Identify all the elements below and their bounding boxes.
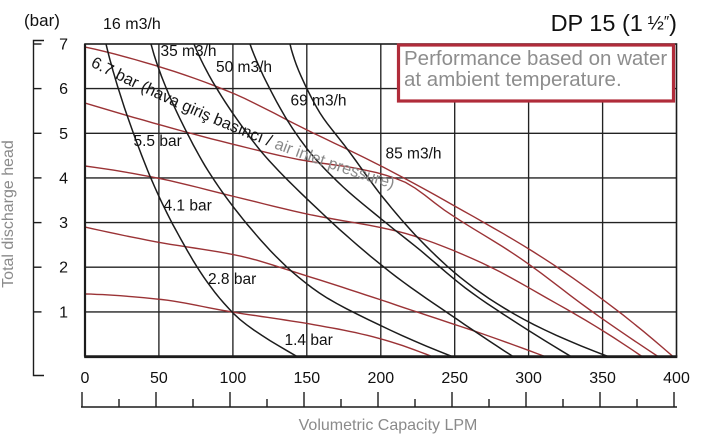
svg-text:50: 50 [150,370,168,387]
svg-text:250: 250 [441,370,468,387]
svg-text:Volumetric Capacity LPM: Volumetric Capacity LPM [299,417,478,434]
svg-text:85 m3/h: 85 m3/h [386,146,442,163]
svg-text:35 m3/h: 35 m3/h [161,43,217,60]
svg-text:6: 6 [59,81,68,98]
svg-text:16 m3/h: 16 m3/h [103,16,161,33]
svg-text:69 m3/h: 69 m3/h [291,93,347,110]
svg-text:3: 3 [59,215,68,232]
svg-text:1.4 bar: 1.4 bar [285,332,333,349]
svg-text:Performance based on water: Performance based on water [404,47,667,70]
svg-text:5.5 bar: 5.5 bar [134,133,182,150]
svg-text:Total discharge head: Total discharge head [0,140,17,288]
svg-text:0: 0 [81,370,90,387]
svg-text:200: 200 [367,370,394,387]
svg-text:150: 150 [293,370,320,387]
svg-text:400: 400 [663,370,690,387]
svg-text:at ambient temperature.: at ambient temperature. [404,68,622,91]
svg-text:2.8 bar: 2.8 bar [208,271,256,288]
svg-text:100: 100 [220,370,247,387]
svg-text:7: 7 [59,37,68,54]
svg-text:DP 15 (1 ½″): DP 15 (1 ½″) [551,10,677,36]
svg-text:2: 2 [59,260,68,277]
svg-text:5: 5 [59,126,68,143]
svg-text:50 m3/h: 50 m3/h [216,59,272,76]
svg-text:300: 300 [515,370,542,387]
svg-text:1: 1 [59,304,68,321]
svg-text:4: 4 [59,170,68,187]
svg-text:350: 350 [589,370,616,387]
svg-text:4.1 bar: 4.1 bar [164,198,212,215]
svg-text:(bar): (bar) [24,11,60,30]
